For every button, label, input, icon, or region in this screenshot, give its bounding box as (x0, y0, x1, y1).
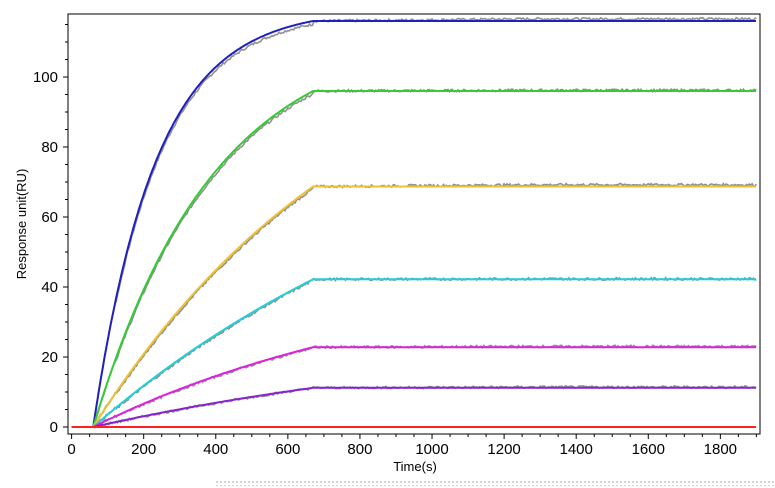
fit-curve (71, 386, 756, 428)
x-tick-label: 400 (203, 441, 228, 458)
y-tick-label: 60 (41, 209, 58, 226)
raw-response-trace (71, 276, 757, 428)
fit-curve (71, 346, 756, 428)
plot-area-frame (67, 13, 761, 435)
fit-curve-layer (71, 20, 756, 428)
x-axis-ticks: 0 200 400 600 800 1000 1200 1400 1600 1800 (67, 434, 757, 458)
x-tick-label: 0 (67, 441, 75, 458)
x-tick-label: 1800 (704, 441, 737, 458)
y-tick-label: 20 (41, 349, 58, 366)
y-axis-ticks: 0 20 40 60 80 100 (33, 24, 68, 436)
x-tick-label: 200 (131, 441, 156, 458)
x-tick-label: 1200 (487, 441, 520, 458)
x-tick-label: 800 (347, 441, 372, 458)
fit-curve (71, 278, 756, 428)
fit-curve (71, 185, 756, 428)
raw-response-trace (71, 87, 757, 428)
y-tick-label: 100 (33, 69, 58, 86)
y-axis-title: Response unit(RU) (14, 169, 29, 280)
raw-data-layer (71, 16, 758, 429)
y-tick-label: 0 (50, 419, 58, 436)
x-tick-label: 600 (275, 441, 300, 458)
fit-curve (71, 20, 756, 428)
fit-curve (71, 90, 756, 428)
y-tick-label: 40 (41, 279, 58, 296)
x-tick-label: 1600 (632, 441, 665, 458)
x-tick-label: 1400 (560, 441, 593, 458)
raw-response-trace (71, 16, 757, 428)
x-axis-title: Time(s) (393, 459, 437, 474)
dotted-strip-decoration (215, 480, 775, 486)
y-tick-label: 80 (41, 139, 58, 156)
x-tick-label: 1000 (415, 441, 448, 458)
